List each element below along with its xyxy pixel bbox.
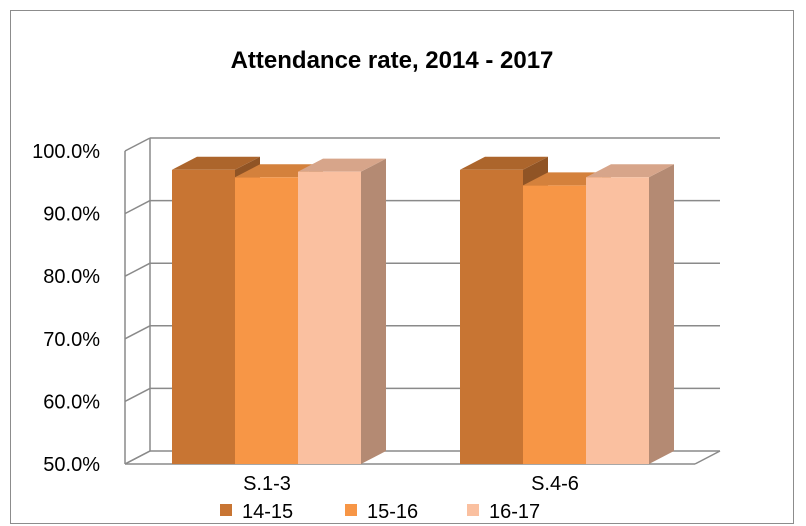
legend-label: 14-15 <box>242 501 293 523</box>
y-tick-label: 60.0% <box>43 391 100 413</box>
legend-item-14-15: 14-15 <box>220 501 293 523</box>
bar-top-face <box>298 158 386 172</box>
bar-top-face <box>586 164 674 178</box>
bar-top-face <box>460 156 548 170</box>
bar-16-17-S.4-6 <box>586 164 674 465</box>
bar-front-face <box>523 185 586 464</box>
y-tick-label: 90.0% <box>43 204 100 226</box>
gridline-side <box>124 137 151 152</box>
bar-side-face <box>649 164 674 465</box>
y-axis-ticks: 50.0% 60.0% 70.0% 80.0% 90.0% 100.0% <box>32 141 100 476</box>
gridline-side <box>124 325 151 340</box>
gridline-side <box>124 262 151 277</box>
bar-front-face <box>586 177 649 465</box>
x-axis-ticks: S.1-3 S.4-6 <box>243 473 579 495</box>
y-tick-label: 70.0% <box>43 329 100 351</box>
y-tick-label: 80.0% <box>43 266 100 288</box>
legend-item-16-17: 16-17 <box>467 501 540 523</box>
x-tick-label: S.4-6 <box>531 473 579 495</box>
bar-front-face <box>298 171 361 464</box>
bar-front-face <box>172 169 235 464</box>
bar-16-17-S.1-3 <box>298 158 386 464</box>
bar-front-face <box>460 169 523 464</box>
gridline-side <box>124 199 151 215</box>
legend-swatch <box>345 504 357 516</box>
bar-front-face <box>235 177 298 465</box>
bars <box>172 156 674 465</box>
legend-swatch <box>467 504 479 516</box>
gridline-side <box>124 387 151 403</box>
legend-item-15-16: 15-16 <box>345 501 418 523</box>
x-tick-label: S.1-3 <box>243 473 291 495</box>
gridline-side <box>124 450 151 465</box>
y-tick-label: 100.0% <box>32 141 100 163</box>
floor-right-edge <box>694 450 721 465</box>
chart-title: Attendance rate, 2014 - 2017 <box>231 47 554 74</box>
legend-label: 16-17 <box>489 501 540 523</box>
bar-side-face <box>361 158 386 464</box>
legend-label: 15-16 <box>367 501 418 523</box>
legend-swatch <box>220 504 232 516</box>
bar-top-face <box>172 156 260 170</box>
y-tick-label: 50.0% <box>43 454 100 476</box>
legend: 14-15 15-16 16-17 <box>220 501 540 523</box>
